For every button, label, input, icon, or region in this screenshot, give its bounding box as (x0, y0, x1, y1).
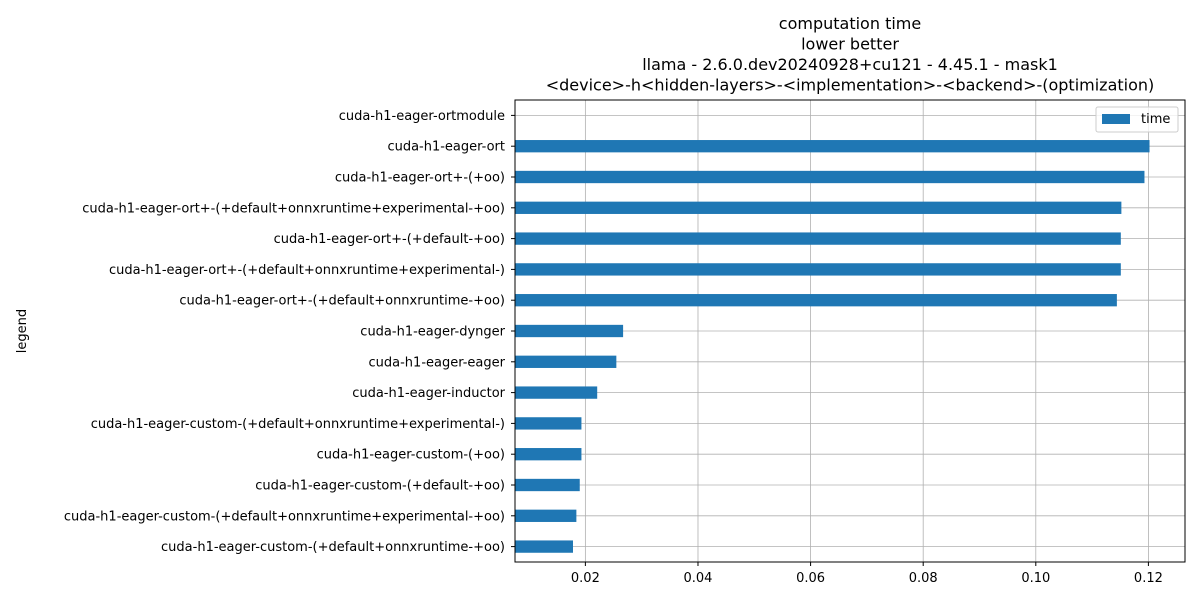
bar-1 (515, 140, 1150, 153)
bar-9 (515, 386, 598, 399)
x-tick-label: 0.06 (796, 571, 825, 586)
y-tick-label: cuda-h1-eager-ort+-(+default+onnxruntime… (109, 263, 505, 278)
bar-12 (515, 478, 580, 492)
y-tick-label: cuda-h1-eager-custom-(+default-+oo) (255, 479, 505, 494)
bar-3 (515, 201, 1122, 214)
title-line-1: lower better (801, 35, 899, 54)
bar-11 (515, 448, 582, 461)
y-tick-label: cuda-h1-eager-eager (369, 355, 506, 370)
y-tick-label: cuda-h1-eager-ort+-(+default-+oo) (274, 232, 505, 247)
x-tick-label: 0.10 (1021, 571, 1050, 586)
x-axis-ticks: 0.02 0.04 0.06 0.08 0.10 0.12 (571, 562, 1163, 586)
bar-6 (515, 294, 1117, 307)
bar-4 (515, 232, 1121, 245)
title-line-2: llama - 2.6.0.dev20240928+cu121 - 4.45.1… (642, 55, 1058, 74)
y-tick-label: cuda-h1-eager-custom-(+default+onnxrunti… (161, 540, 505, 555)
bar-7 (515, 324, 624, 338)
y-tick-label: cuda-h1-eager-custom-(+default+onnxrunti… (64, 509, 505, 524)
bar-8 (515, 355, 617, 368)
bar-14 (515, 540, 573, 553)
title-line-0: computation time (779, 14, 921, 33)
y-axis-label: legend (15, 309, 30, 353)
y-tick-label: cuda-h1-eager-custom-(+oo) (317, 448, 505, 463)
legend[interactable]: time (1095, 106, 1179, 133)
y-tick-label: cuda-h1-eager-ort+-(+default+onnxruntime… (179, 294, 505, 309)
y-tick-label: cuda-h1-eager-ortmodule (339, 109, 505, 124)
x-tick-label: 0.02 (571, 571, 600, 586)
x-tick-label: 0.04 (684, 571, 713, 586)
legend-box (1095, 106, 1179, 133)
y-tick-label: cuda-h1-eager-custom-(+default+onnxrunti… (91, 417, 505, 432)
x-tick-label: 0.12 (1134, 571, 1163, 586)
y-tick-label: cuda-h1-eager-dynger (360, 325, 505, 340)
legend-swatch (1102, 114, 1130, 124)
bar-2 (515, 170, 1145, 184)
bars (515, 140, 1150, 553)
y-tick-label: cuda-h1-eager-ort (387, 140, 505, 155)
y-tick-label: cuda-h1-eager-inductor (352, 386, 505, 401)
x-tick-label: 0.08 (909, 571, 938, 586)
bar-13 (515, 509, 577, 522)
y-axis-ticks: cuda-h1-eager-ortmodule cuda-h1-eager-ort… (64, 109, 515, 555)
bar-10 (515, 417, 582, 430)
legend-label: time (1141, 112, 1170, 127)
title-line-3: <device>-h<hidden-layers>-<implementatio… (546, 76, 1155, 95)
y-tick-label: cuda-h1-eager-ort+-(+oo) (335, 171, 505, 186)
y-tick-label: cuda-h1-eager-ort+-(+default+onnxruntime… (82, 201, 505, 216)
bar-5 (515, 263, 1121, 276)
